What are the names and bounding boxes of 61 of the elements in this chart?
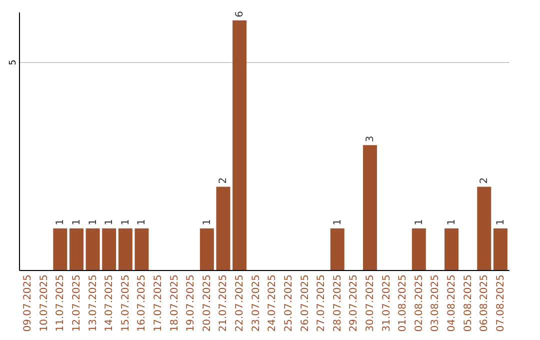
x-tick-label: 06.08.2025: [479, 274, 490, 332]
data-label: 6: [234, 10, 246, 18]
x-tick-label: 31.07.2025: [381, 274, 392, 332]
x-tick-label: 10.07.2025: [38, 274, 50, 332]
data-label: 2: [218, 177, 230, 184]
bar: [200, 228, 214, 270]
x-tick-label: 02.08.2025: [414, 274, 425, 332]
data-label: 1: [71, 219, 82, 226]
x-tick-label: 11.07.2025: [55, 274, 66, 332]
bar: [362, 145, 377, 270]
bar: [330, 228, 344, 270]
bar: [216, 186, 230, 270]
x-tick-label: 27.07.2025: [316, 274, 328, 332]
bar: [412, 228, 426, 270]
data-label: 1: [88, 219, 99, 226]
x-tick-label: 20.07.2025: [202, 274, 213, 332]
x-tick-label: 25.07.2025: [283, 274, 294, 332]
x-tick-label: 09.07.2025: [22, 274, 34, 332]
data-label: 1: [414, 219, 425, 226]
data-label: 1: [202, 219, 213, 226]
x-tick-label: 03.08.2025: [430, 274, 442, 332]
bar: [102, 228, 116, 270]
data-label: 3: [364, 136, 376, 142]
x-tick-label: 01.08.2025: [398, 274, 409, 332]
x-tick-label: 22.07.2025: [234, 274, 246, 332]
x-tick-label: 30.07.2025: [364, 274, 376, 332]
x-tick-label: 29.07.2025: [348, 274, 360, 332]
data-label: 1: [495, 219, 506, 226]
x-tick-label: 26.07.2025: [300, 274, 311, 332]
x-tick-label: 16.07.2025: [136, 274, 148, 332]
x-tick-label: 23.07.2025: [250, 274, 262, 332]
x-tick-label: 24.07.2025: [267, 274, 278, 332]
x-tick-label: 14.07.2025: [104, 274, 116, 332]
bar: [69, 228, 84, 270]
bar: [86, 228, 100, 270]
x-tick-label: 05.08.2025: [462, 274, 474, 332]
bar: [134, 228, 149, 270]
x-tick-label: 19.07.2025: [186, 274, 197, 332]
bar: [232, 20, 247, 270]
data-label: 1: [104, 219, 116, 226]
x-tick-label: 15.07.2025: [120, 274, 132, 332]
data-label: 2: [479, 177, 490, 184]
data-label: 1: [446, 219, 458, 226]
x-tick-label: 21.07.2025: [218, 274, 230, 332]
bar: [118, 228, 132, 270]
data-label: 1: [332, 219, 344, 226]
x-tick-label: 17.07.2025: [153, 274, 164, 332]
bar: [493, 228, 508, 270]
data-label: 1: [136, 219, 148, 226]
bar: [477, 186, 492, 270]
bar: [53, 228, 68, 270]
x-tick-label: 18.07.2025: [169, 274, 180, 332]
y-tick-label: 5: [8, 60, 18, 66]
data-label: 1: [120, 219, 132, 226]
x-tick-label: 13.07.2025: [88, 274, 99, 332]
x-tick-label: 12.07.2025: [71, 274, 82, 332]
bar: [444, 228, 459, 270]
x-tick-label: 07.08.2025: [495, 274, 506, 332]
x-tick-label: 28.07.2025: [332, 274, 344, 332]
x-tick-label: 04.08.2025: [446, 274, 458, 332]
data-label: 1: [55, 219, 66, 226]
